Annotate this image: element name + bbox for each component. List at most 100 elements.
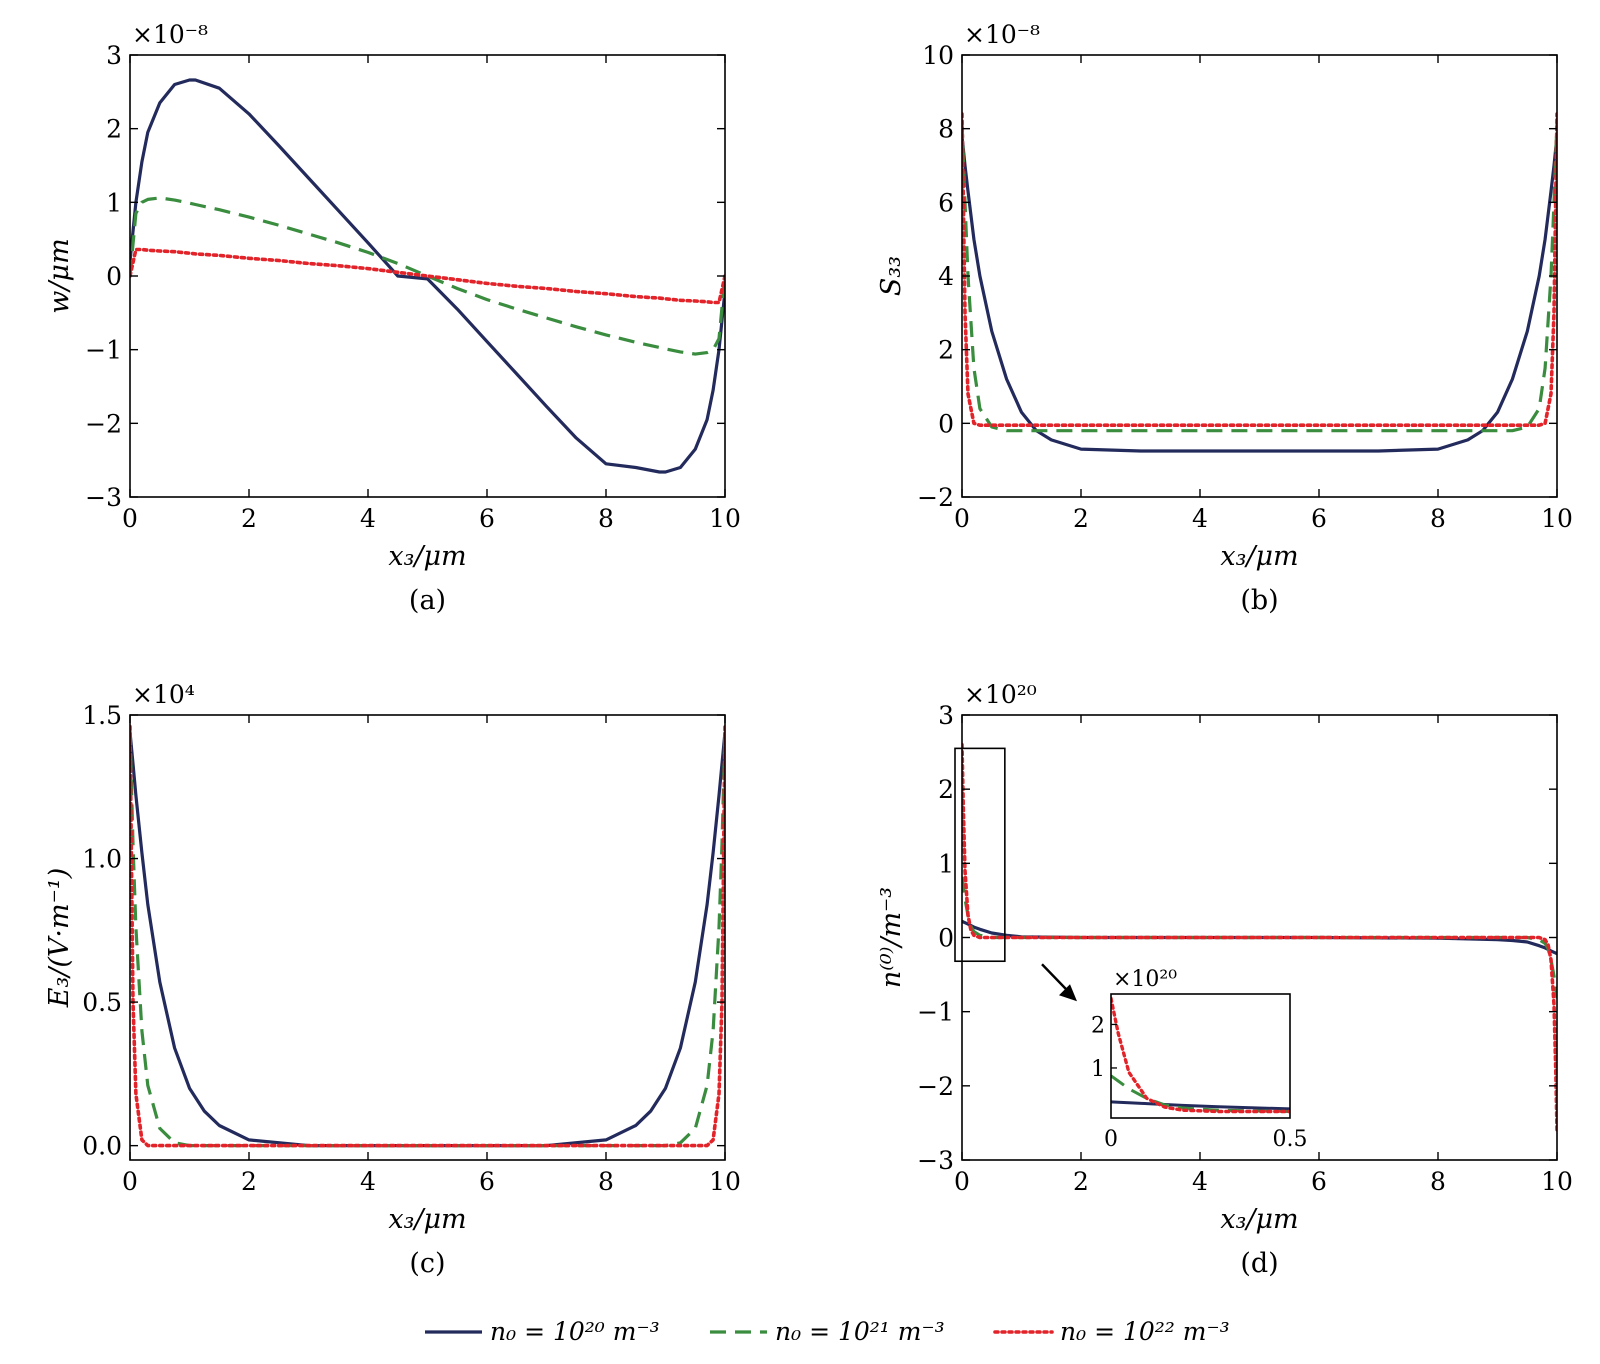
x-tick-label: 10 — [1541, 1167, 1573, 1196]
series-line-1 — [130, 732, 725, 1148]
series-group — [962, 742, 1557, 1133]
zoom-arrow-head — [1059, 984, 1077, 1002]
y-tick-label: −2 — [917, 483, 954, 512]
series-line-2 — [130, 196, 725, 356]
y-tick-label: 0 — [106, 262, 122, 291]
x-axis-label: x₃/μm — [1220, 541, 1298, 572]
x-tick-label: 6 — [1311, 504, 1327, 533]
legend-label-3: n₀ = 10²² m⁻³ — [1060, 1317, 1230, 1346]
y-tick-label: 0.0 — [82, 1132, 122, 1161]
y-tick-label: 3 — [938, 701, 954, 730]
y-tick-label: 0 — [938, 924, 954, 953]
series-line-3 — [962, 112, 1557, 428]
x-tick-label: 0 — [954, 1167, 970, 1196]
axis-multiplier: ×10⁻⁸ — [132, 20, 208, 49]
x-tick-label: 4 — [360, 1167, 376, 1196]
inset-x-tick-label: 0.5 — [1273, 1127, 1308, 1152]
inset-plot: 1 2 0 0.5 ×10²⁰ — [1091, 967, 1308, 1152]
axis-multiplier: ×10⁴ — [132, 680, 195, 709]
y-tick-label: −2 — [917, 1072, 954, 1101]
x-tick-label: 2 — [1073, 1167, 1089, 1196]
x-tick-label: 8 — [598, 504, 614, 533]
y-tick-label: 0.5 — [82, 988, 122, 1017]
x-tick-label: 2 — [1073, 504, 1089, 533]
axis-multiplier: ×10⁻⁸ — [964, 20, 1040, 49]
panel-caption: (c) — [409, 1248, 445, 1279]
x-axis-label: x₃/μm — [1220, 1204, 1298, 1235]
x-axis-label: x₃/μm — [388, 541, 466, 572]
x-tick-label: 2 — [241, 504, 257, 533]
chart-panel-a: 0 2 4 6 8 10 −3 −2 −1 0 1 2 3 ×10⁻⁸ x₃/μm w/μm (a) — [44, 20, 741, 616]
series-line-2 — [130, 729, 725, 1148]
plot-frame — [129, 54, 726, 498]
y-tick-label: 2 — [938, 775, 954, 804]
series-group — [130, 724, 725, 1148]
series-line-3 — [130, 247, 725, 305]
inset-frame — [1110, 993, 1291, 1119]
x-tick-label: 4 — [360, 504, 376, 533]
series-group — [962, 112, 1557, 453]
inset-x-tick-label: 0 — [1104, 1127, 1118, 1152]
y-axis-label: n⁽⁰⁾/m⁻³ — [876, 887, 907, 988]
zoom-region-box — [954, 747, 1006, 963]
x-tick-label: 0 — [122, 504, 138, 533]
inset-multiplier: ×10²⁰ — [1113, 967, 1177, 992]
x-tick-label: 8 — [598, 1167, 614, 1196]
y-tick-label: 8 — [938, 115, 954, 144]
plot-frame — [129, 714, 726, 1161]
chart-panel-d: 0 2 4 6 8 10−3−2−10123×10²⁰x₃/μmn⁽⁰⁾/m⁻³(d)12… — [876, 680, 1573, 1279]
y-tick-label: 3 — [106, 41, 122, 70]
y-tick-label: 1 — [938, 849, 954, 878]
x-tick-label: 8 — [1430, 1167, 1446, 1196]
y-axis-label: S₃₃ — [876, 256, 907, 296]
panel-caption: (b) — [1240, 585, 1278, 616]
y-tick-label: −1 — [917, 998, 954, 1027]
legend-label-2: n₀ = 10²¹ m⁻³ — [775, 1317, 945, 1346]
x-tick-label: 10 — [709, 1167, 741, 1196]
y-tick-label: −3 — [917, 1146, 954, 1175]
x-tick-label: 8 — [1430, 504, 1446, 533]
x-tick-label: 6 — [1311, 1167, 1327, 1196]
y-tick-label: 1.0 — [82, 845, 122, 874]
x-tick-label: 4 — [1192, 1167, 1208, 1196]
x-axis-label: x₃/μm — [388, 1204, 466, 1235]
series-line-1 — [130, 78, 725, 474]
y-tick-label: 1.5 — [82, 701, 122, 730]
x-tick-label: 2 — [241, 1167, 257, 1196]
y-tick-label: −3 — [85, 483, 122, 512]
series-line-3 — [962, 742, 1557, 1133]
panel-caption: (d) — [1240, 1248, 1278, 1279]
y-tick-label: 1 — [106, 188, 122, 217]
inset-y-tick-label: 2 — [1091, 1013, 1105, 1038]
axis-multiplier: ×10²⁰ — [964, 680, 1037, 709]
y-tick-label: 0 — [938, 409, 954, 438]
x-tick-label: 10 — [709, 504, 741, 533]
x-tick-label: 0 — [122, 1167, 138, 1196]
inset-series-line-2 — [1111, 1074, 1290, 1113]
inset-series-line-3 — [1111, 996, 1290, 1114]
x-tick-label: 10 — [1541, 504, 1573, 533]
y-tick-label: 2 — [938, 336, 954, 365]
chart-panel-c: 0 2 4 6 8 10 0.0 0.5 1.0 1.5 ×10⁴ x₃/μm E₃/(V·m⁻¹) (c… — [44, 680, 741, 1279]
y-tick-label: 6 — [938, 188, 954, 217]
series-line-2 — [962, 121, 1557, 433]
series-line-1 — [962, 135, 1557, 453]
inset-y-tick-label: 1 — [1091, 1057, 1105, 1082]
y-tick-label: −2 — [85, 409, 122, 438]
x-tick-label: 6 — [479, 1167, 495, 1196]
y-axis-label: E₃/(V·m⁻¹) — [44, 868, 75, 1008]
series-line-3 — [130, 724, 725, 1148]
y-tick-label: −1 — [85, 336, 122, 365]
y-axis-label: w/μm — [44, 238, 75, 313]
series-group — [130, 78, 725, 474]
legend: n₀ = 10²⁰ m⁻³ n₀ = 10²¹ m⁻³ n₀ = 10²² m⁻³ — [425, 1317, 1230, 1346]
y-tick-label: 10 — [922, 41, 954, 70]
x-tick-label: 4 — [1192, 504, 1208, 533]
y-tick-label: 2 — [106, 115, 122, 144]
panel-caption: (a) — [409, 585, 446, 616]
x-tick-label: 6 — [479, 504, 495, 533]
legend-label-1: n₀ = 10²⁰ m⁻³ — [490, 1317, 660, 1346]
y-tick-label: 4 — [938, 262, 954, 291]
